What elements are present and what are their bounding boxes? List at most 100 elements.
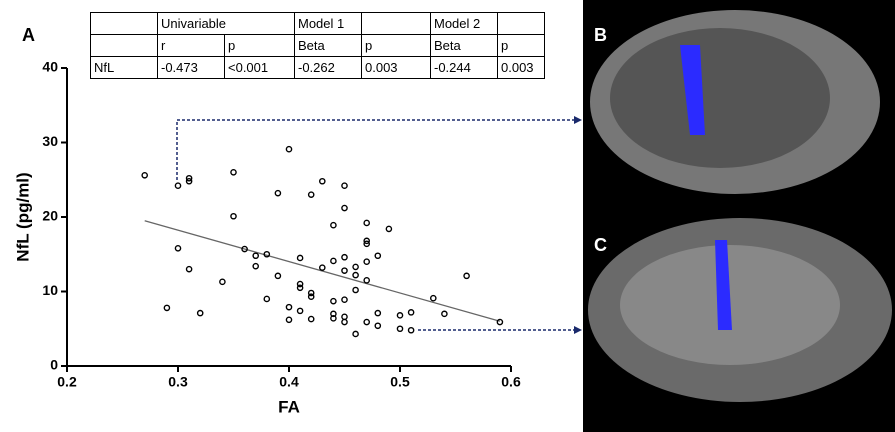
data-point <box>185 177 193 185</box>
data-point <box>352 263 359 271</box>
table-cell <box>497 12 545 35</box>
table-cell: -0.244 <box>430 56 498 79</box>
table-cell: <0.001 <box>224 56 295 79</box>
data-point <box>141 171 148 179</box>
data-point <box>318 177 326 185</box>
fiber-tract-c <box>715 240 732 330</box>
y-tick-label: 20 <box>42 208 58 224</box>
data-point <box>296 280 304 288</box>
table-cell: p <box>497 34 545 57</box>
table-cell: p <box>361 34 431 57</box>
data-point <box>396 325 404 333</box>
x-tick-label: 0.6 <box>501 374 521 390</box>
data-point <box>252 262 259 270</box>
panel-label: C <box>594 235 607 255</box>
data-point <box>341 204 348 212</box>
fiber-tract-b <box>680 45 705 135</box>
data-point <box>496 318 504 326</box>
table-cell: -0.473 <box>157 56 225 79</box>
data-point <box>274 272 282 280</box>
table-cell: Model 2 <box>430 12 498 35</box>
mri-tissue-b <box>610 28 830 168</box>
data-point <box>407 309 415 316</box>
table-row: r p Beta p Beta p <box>90 34 545 57</box>
data-point <box>263 295 271 303</box>
data-point <box>352 330 359 338</box>
data-point <box>363 240 371 248</box>
data-point <box>330 257 337 265</box>
data-point <box>363 318 371 326</box>
data-point <box>230 212 237 220</box>
data-point <box>252 252 259 260</box>
table-cell: Univariable <box>157 12 295 35</box>
y-tick-label: 0 <box>50 357 58 373</box>
data-point <box>285 303 293 311</box>
data-point <box>374 322 382 330</box>
table-cell <box>90 12 158 35</box>
data-point <box>341 182 348 190</box>
data-point <box>307 293 315 301</box>
table-cell: 0.003 <box>497 56 545 79</box>
x-tick-label: 0.2 <box>57 374 77 390</box>
data-point <box>330 315 337 322</box>
data-point <box>341 313 348 321</box>
table-cell: Model 1 <box>294 12 362 35</box>
y-tick-label: 10 <box>42 282 58 298</box>
data-point <box>185 174 193 182</box>
data-point <box>407 326 415 334</box>
table-cell: Beta <box>430 34 498 57</box>
data-point <box>285 145 293 153</box>
panel-label: A <box>22 25 35 45</box>
data-point <box>352 286 359 294</box>
data-point <box>341 267 348 274</box>
table-row: NfL -0.473 <0.001 -0.262 0.003 -0.244 0.003 <box>90 56 545 79</box>
panel-label: B <box>594 25 607 45</box>
data-point <box>463 272 470 280</box>
arrowhead <box>574 116 582 124</box>
data-point <box>296 284 304 292</box>
y-axis-label: NfL (pg/ml) <box>13 172 32 261</box>
data-point <box>296 307 304 315</box>
data-point <box>341 296 348 303</box>
data-point <box>274 189 282 197</box>
data-point <box>352 271 359 279</box>
table-cell: p <box>224 34 295 57</box>
data-point <box>374 252 382 260</box>
data-point <box>318 264 326 271</box>
data-point <box>196 309 204 317</box>
y-tick-label: 30 <box>42 133 58 149</box>
x-tick-label: 0.5 <box>390 374 410 390</box>
data-point <box>174 182 182 190</box>
data-point <box>330 310 337 318</box>
data-point <box>230 168 237 176</box>
data-point <box>307 315 315 323</box>
x-tick-label: 0.4 <box>279 374 299 390</box>
data-point <box>330 297 337 305</box>
data-point <box>285 316 293 324</box>
data-point <box>296 254 304 262</box>
data-point <box>241 245 248 253</box>
data-point <box>363 219 371 227</box>
x-axis-label: FA <box>278 397 300 416</box>
data-point <box>363 258 371 266</box>
data-point <box>341 318 348 326</box>
data-point <box>330 221 337 229</box>
table-cell: Beta <box>294 34 362 57</box>
data-point <box>385 225 393 233</box>
data-point <box>307 289 315 297</box>
table-cell: NfL <box>90 56 158 79</box>
data-point <box>341 253 348 261</box>
arrowhead <box>574 326 582 334</box>
stats-table: Univariable Model 1 Model 2 r p Beta p Beta p NfL… <box>90 12 545 79</box>
data-point <box>219 278 226 286</box>
data-point <box>185 265 193 273</box>
table-cell <box>90 34 158 57</box>
table-cell: r <box>157 34 225 57</box>
data-point <box>174 244 182 252</box>
table-cell <box>361 12 431 35</box>
table-cell: 0.003 <box>361 56 431 79</box>
data-point <box>374 309 382 317</box>
data-point <box>396 312 404 319</box>
